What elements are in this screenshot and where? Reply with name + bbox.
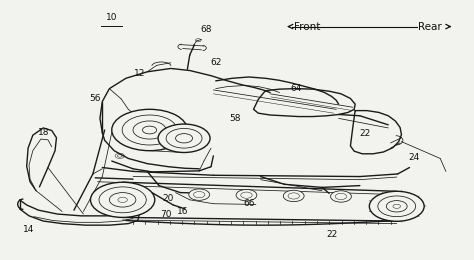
Text: 14: 14: [23, 225, 35, 234]
Text: Front: Front: [294, 22, 320, 31]
Text: 68: 68: [201, 25, 212, 34]
Circle shape: [158, 124, 210, 153]
Circle shape: [189, 189, 210, 200]
Text: Rear: Rear: [418, 22, 441, 31]
Circle shape: [330, 191, 351, 202]
Text: 66: 66: [243, 199, 255, 208]
Circle shape: [91, 182, 155, 217]
Text: 12: 12: [135, 69, 146, 77]
Text: 18: 18: [38, 128, 50, 137]
Text: 64: 64: [291, 84, 302, 93]
Text: 56: 56: [90, 94, 101, 103]
Text: 16: 16: [177, 207, 188, 216]
Circle shape: [369, 191, 424, 221]
Text: 58: 58: [229, 114, 240, 123]
Text: 62: 62: [210, 58, 221, 67]
Text: 22: 22: [326, 230, 337, 239]
Circle shape: [236, 190, 257, 201]
Circle shape: [283, 190, 304, 202]
Circle shape: [112, 109, 187, 151]
Text: 22: 22: [359, 129, 370, 138]
Text: 24: 24: [409, 153, 420, 162]
Text: 20: 20: [163, 194, 174, 203]
Text: 10: 10: [106, 13, 118, 22]
Text: 70: 70: [160, 210, 172, 219]
